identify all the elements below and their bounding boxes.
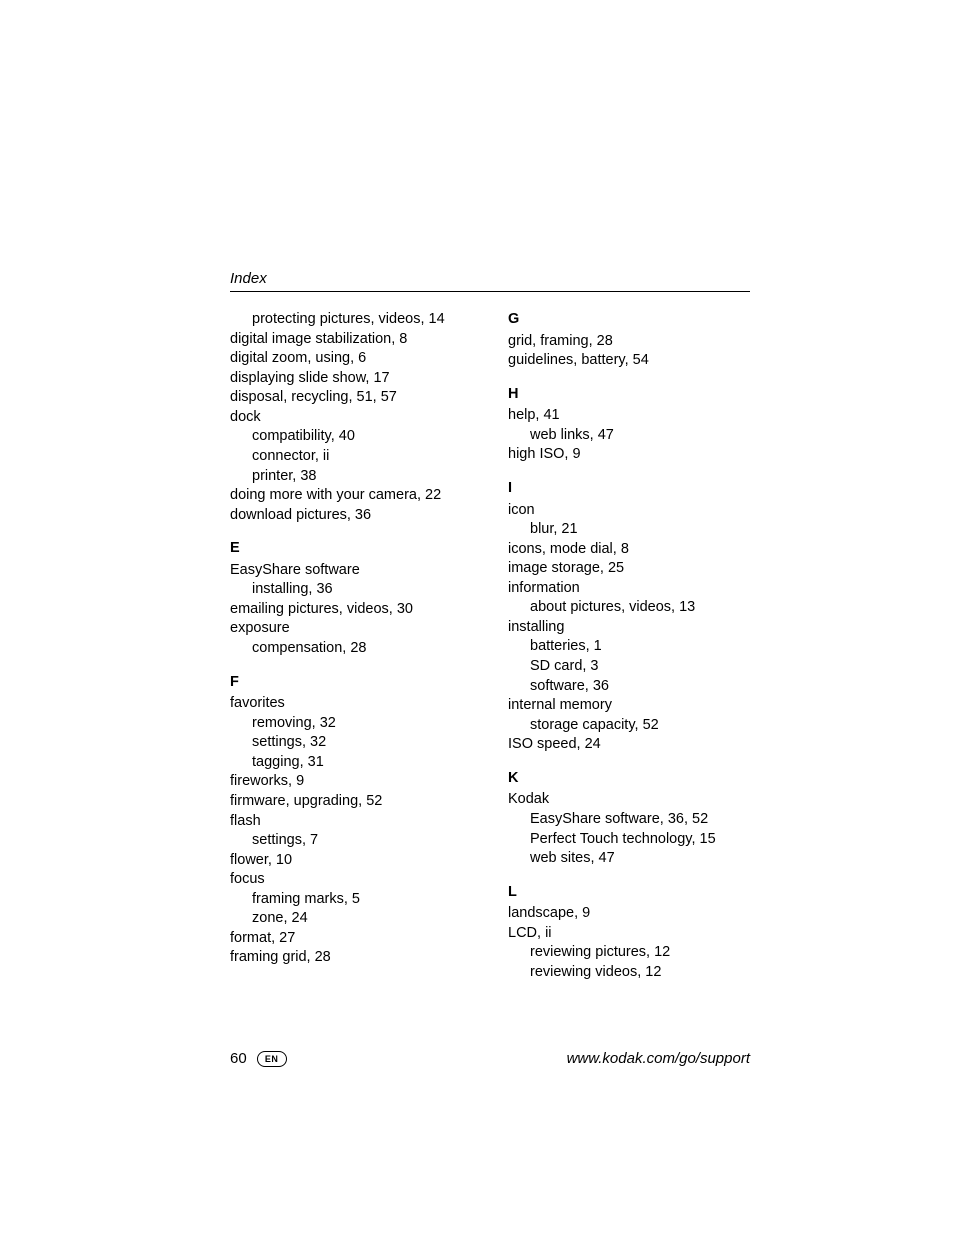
index-entry: installing, 36 — [230, 580, 472, 600]
support-url: www.kodak.com/go/support — [567, 1050, 750, 1067]
index-entry: information — [508, 579, 750, 599]
index-entry: printer, 38 — [230, 467, 472, 487]
index-entry: icons, mode dial, 8 — [508, 540, 750, 560]
index-entry: format, 27 — [230, 929, 472, 949]
index-entry: removing, 32 — [230, 714, 472, 734]
index-entry: reviewing pictures, 12 — [508, 943, 750, 963]
index-entry: landscape, 9 — [508, 904, 750, 924]
index-entry: icon — [508, 501, 750, 521]
index-entry: installing — [508, 618, 750, 638]
index-entry: flash — [230, 812, 472, 832]
index-entry: connector, ii — [230, 447, 472, 467]
page-footer: 60 EN www.kodak.com/go/support — [230, 1050, 750, 1067]
index-entry: framing marks, 5 — [230, 890, 472, 910]
index-entry: fireworks, 9 — [230, 772, 472, 792]
index-letter: K — [508, 769, 750, 789]
page-header: Index — [230, 270, 750, 287]
index-letter: L — [508, 883, 750, 903]
index-letter: F — [230, 673, 472, 693]
index-entry: Kodak — [508, 790, 750, 810]
index-entry: digital image stabilization, 8 — [230, 330, 472, 350]
index-entry: high ISO, 9 — [508, 445, 750, 465]
index-entry: focus — [230, 870, 472, 890]
index-entry: ISO speed, 24 — [508, 735, 750, 755]
left-column: protecting pictures, videos, 14digital i… — [230, 310, 472, 982]
index-entry: web sites, 47 — [508, 849, 750, 869]
index-entry: web links, 47 — [508, 426, 750, 446]
index-entry: tagging, 31 — [230, 753, 472, 773]
index-entry: settings, 32 — [230, 733, 472, 753]
index-entry: settings, 7 — [230, 831, 472, 851]
index-entry: compatibility, 40 — [230, 427, 472, 447]
index-entry: EasyShare software, 36, 52 — [508, 810, 750, 830]
header-rule — [230, 291, 750, 292]
index-entry: displaying slide show, 17 — [230, 369, 472, 389]
index-entry: help, 41 — [508, 406, 750, 426]
index-entry: emailing pictures, videos, 30 — [230, 600, 472, 620]
index-entry: Perfect Touch technology, 15 — [508, 830, 750, 850]
index-entry: zone, 24 — [230, 909, 472, 929]
index-entry: software, 36 — [508, 677, 750, 697]
index-entry: SD card, 3 — [508, 657, 750, 677]
index-entry: firmware, upgrading, 52 — [230, 792, 472, 812]
index-entry: disposal, recycling, 51, 57 — [230, 388, 472, 408]
index-entry: about pictures, videos, 13 — [508, 598, 750, 618]
index-entry: protecting pictures, videos, 14 — [230, 310, 472, 330]
index-entry: LCD, ii — [508, 924, 750, 944]
index-entry: grid, framing, 28 — [508, 332, 750, 352]
page-number: 60 — [230, 1050, 247, 1067]
index-letter: G — [508, 310, 750, 330]
index-entry: storage capacity, 52 — [508, 716, 750, 736]
index-entry: doing more with your camera, 22 — [230, 486, 472, 506]
index-entry: digital zoom, using, 6 — [230, 349, 472, 369]
index-entry: download pictures, 36 — [230, 506, 472, 526]
index-entry: flower, 10 — [230, 851, 472, 871]
index-entry: EasyShare software — [230, 561, 472, 581]
index-entry: image storage, 25 — [508, 559, 750, 579]
index-page: Index protecting pictures, videos, 14dig… — [230, 270, 750, 982]
index-entry: framing grid, 28 — [230, 948, 472, 968]
index-entry: reviewing videos, 12 — [508, 963, 750, 983]
index-entry: exposure — [230, 619, 472, 639]
index-entry: compensation, 28 — [230, 639, 472, 659]
right-column: Ggrid, framing, 28guidelines, battery, 5… — [508, 310, 750, 982]
language-badge-icon: EN — [257, 1051, 287, 1067]
index-letter: E — [230, 539, 472, 559]
index-entry: dock — [230, 408, 472, 428]
index-entry: internal memory — [508, 696, 750, 716]
page-number-wrap: 60 EN — [230, 1050, 287, 1067]
index-letter: I — [508, 479, 750, 499]
index-entry: batteries, 1 — [508, 637, 750, 657]
index-entry: guidelines, battery, 54 — [508, 351, 750, 371]
index-entry: favorites — [230, 694, 472, 714]
index-columns: protecting pictures, videos, 14digital i… — [230, 310, 750, 982]
index-letter: H — [508, 385, 750, 405]
index-entry: blur, 21 — [508, 520, 750, 540]
